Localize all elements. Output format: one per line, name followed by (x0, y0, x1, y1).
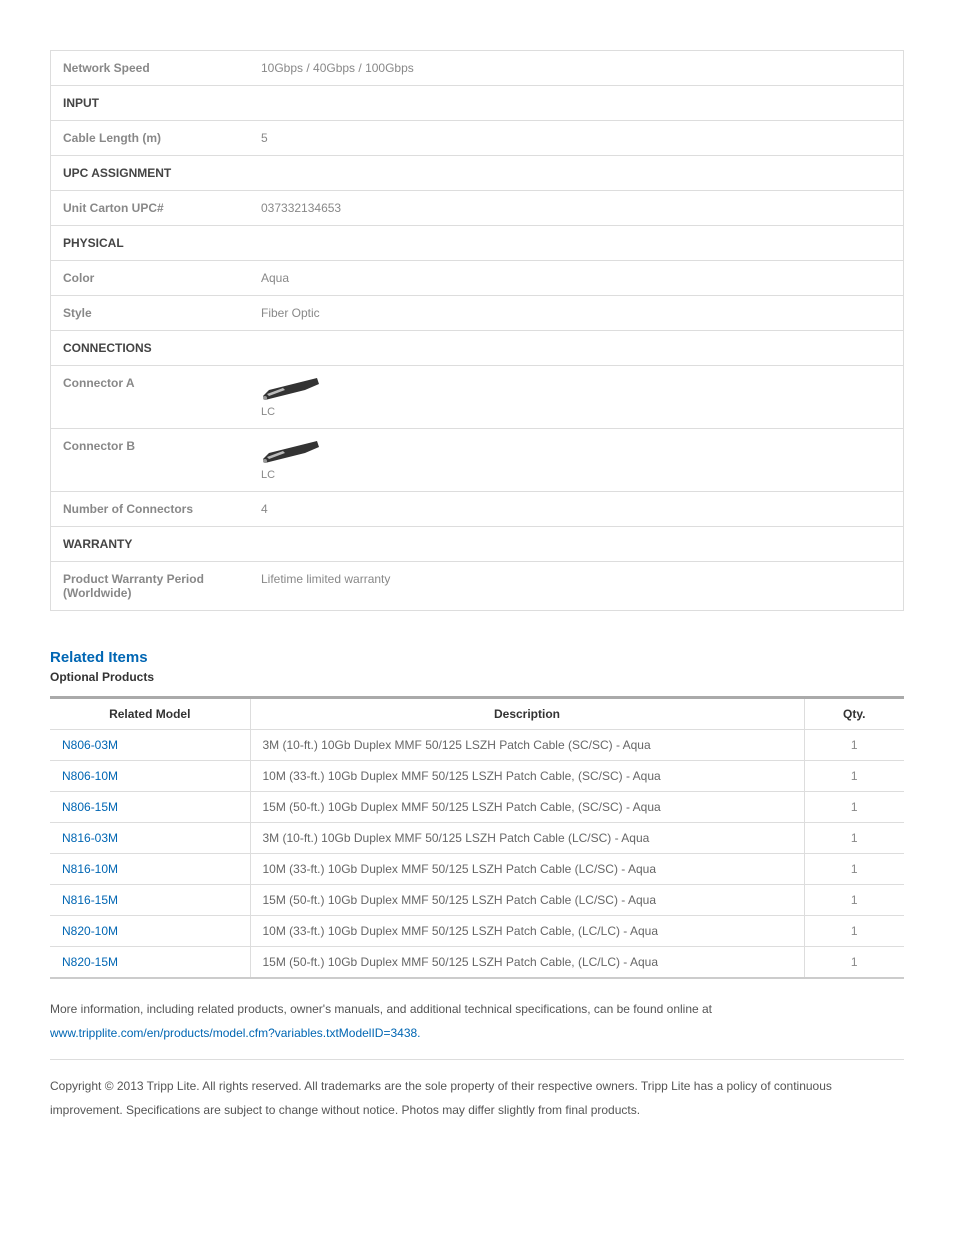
spec-value: 037332134653 (249, 190, 903, 225)
desc-cell: 10M (33-ft.) 10Gb Duplex MMF 50/125 LSZH… (250, 854, 804, 885)
more-info-link[interactable]: www.tripplite.com/en/products/model.cfm?… (50, 1026, 421, 1040)
table-row: N816-10M 10M (33-ft.) 10Gb Duplex MMF 50/… (50, 854, 904, 885)
desc-cell: 15M (50-ft.) 10Gb Duplex MMF 50/125 LSZH… (250, 947, 804, 979)
spec-value: 5 (249, 120, 903, 155)
table-row: N820-15M 15M (50-ft.) 10Gb Duplex MMF 50/… (50, 947, 904, 979)
model-cell: N820-15M (50, 947, 250, 979)
spec-row: Connector A LC (51, 365, 903, 428)
spec-section-input: INPUT (51, 85, 903, 120)
spec-value: 4 (249, 491, 903, 526)
spec-section-label: CONNECTIONS (51, 330, 903, 365)
qty-cell: 1 (804, 854, 904, 885)
qty-cell: 1 (804, 947, 904, 979)
spec-row: Style Fiber Optic (51, 295, 903, 330)
spec-section-upc: UPC ASSIGNMENT (51, 155, 903, 190)
spec-section-label: INPUT (51, 85, 903, 120)
table-row: N816-03M 3M (10-ft.) 10Gb Duplex MMF 50/1… (50, 823, 904, 854)
spec-section-label: UPC ASSIGNMENT (51, 155, 903, 190)
connector-caption: LC (261, 406, 891, 418)
spec-label: Color (51, 260, 249, 295)
model-cell: N816-15M (50, 885, 250, 916)
optional-products-label: Optional Products (50, 670, 904, 684)
spec-section-physical: PHYSICAL (51, 225, 903, 260)
spec-value: Lifetime limited warranty (249, 561, 903, 610)
spec-table: Network Speed 10Gbps / 40Gbps / 100Gbps … (50, 50, 904, 611)
spec-label: Cable Length (m) (51, 120, 249, 155)
table-row: N816-15M 15M (50-ft.) 10Gb Duplex MMF 50/… (50, 885, 904, 916)
table-row: N806-10M 10M (33-ft.) 10Gb Duplex MMF 50/… (50, 761, 904, 792)
table-row: N806-15M 15M (50-ft.) 10Gb Duplex MMF 50/… (50, 792, 904, 823)
spec-value: 10Gbps / 40Gbps / 100Gbps (249, 51, 903, 85)
model-link[interactable]: N806-15M (62, 800, 118, 814)
model-cell: N816-10M (50, 854, 250, 885)
model-link[interactable]: N820-10M (62, 924, 118, 938)
desc-cell: 10M (33-ft.) 10Gb Duplex MMF 50/125 LSZH… (250, 761, 804, 792)
qty-cell: 1 (804, 730, 904, 761)
lc-connector-icon (261, 439, 321, 471)
spec-row: Product Warranty Period (Worldwide) Life… (51, 561, 903, 610)
more-info-text: More information, including related prod… (50, 1002, 712, 1016)
spec-label: Product Warranty Period (Worldwide) (51, 561, 249, 610)
model-cell: N806-10M (50, 761, 250, 792)
spec-section-label: PHYSICAL (51, 225, 903, 260)
qty-cell: 1 (804, 885, 904, 916)
spec-value: Aqua (249, 260, 903, 295)
divider (50, 1059, 904, 1060)
qty-cell: 1 (804, 823, 904, 854)
model-link[interactable]: N816-03M (62, 831, 118, 845)
more-info: More information, including related prod… (50, 997, 904, 1045)
related-items-heading: Related Items (50, 649, 904, 666)
col-description: Description (250, 698, 804, 730)
spec-value: Fiber Optic (249, 295, 903, 330)
model-link[interactable]: N806-10M (62, 769, 118, 783)
table-row: N806-03M 3M (10-ft.) 10Gb Duplex MMF 50/1… (50, 730, 904, 761)
spec-row: Cable Length (m) 5 (51, 120, 903, 155)
desc-cell: 10M (33-ft.) 10Gb Duplex MMF 50/125 LSZH… (250, 916, 804, 947)
model-cell: N806-15M (50, 792, 250, 823)
desc-cell: 3M (10-ft.) 10Gb Duplex MMF 50/125 LSZH … (250, 730, 804, 761)
related-table: Related Model Description Qty. N806-03M 3… (50, 696, 904, 979)
page: Network Speed 10Gbps / 40Gbps / 100Gbps … (0, 0, 954, 1172)
spec-label: Style (51, 295, 249, 330)
spec-value: LC (249, 365, 903, 428)
col-qty: Qty. (804, 698, 904, 730)
spec-row: Connector B LC (51, 428, 903, 491)
spec-label: Connector A (51, 365, 249, 428)
spec-label: Network Speed (51, 51, 249, 85)
spec-row: Unit Carton UPC# 037332134653 (51, 190, 903, 225)
col-model: Related Model (50, 698, 250, 730)
spec-section-warranty: WARRANTY (51, 526, 903, 561)
spec-label: Number of Connectors (51, 491, 249, 526)
model-link[interactable]: N816-15M (62, 893, 118, 907)
model-link[interactable]: N816-10M (62, 862, 118, 876)
table-row: N820-10M 10M (33-ft.) 10Gb Duplex MMF 50/… (50, 916, 904, 947)
spec-row: Number of Connectors 4 (51, 491, 903, 526)
spec-row: Color Aqua (51, 260, 903, 295)
desc-cell: 15M (50-ft.) 10Gb Duplex MMF 50/125 LSZH… (250, 885, 804, 916)
qty-cell: 1 (804, 916, 904, 947)
related-header-row: Related Model Description Qty. (50, 698, 904, 730)
model-link[interactable]: N820-15M (62, 955, 118, 969)
model-cell: N806-03M (50, 730, 250, 761)
spec-label: Unit Carton UPC# (51, 190, 249, 225)
model-cell: N816-03M (50, 823, 250, 854)
spec-value: LC (249, 428, 903, 491)
spec-section-connections: CONNECTIONS (51, 330, 903, 365)
connector-caption: LC (261, 469, 891, 481)
qty-cell: 1 (804, 792, 904, 823)
qty-cell: 1 (804, 761, 904, 792)
model-cell: N820-10M (50, 916, 250, 947)
desc-cell: 15M (50-ft.) 10Gb Duplex MMF 50/125 LSZH… (250, 792, 804, 823)
spec-section-label: WARRANTY (51, 526, 903, 561)
spec-label: Connector B (51, 428, 249, 491)
spec-row: Network Speed 10Gbps / 40Gbps / 100Gbps (51, 51, 903, 85)
lc-connector-icon (261, 376, 321, 408)
desc-cell: 3M (10-ft.) 10Gb Duplex MMF 50/125 LSZH … (250, 823, 804, 854)
copyright: Copyright © 2013 Tripp Lite. All rights … (50, 1074, 904, 1122)
model-link[interactable]: N806-03M (62, 738, 118, 752)
